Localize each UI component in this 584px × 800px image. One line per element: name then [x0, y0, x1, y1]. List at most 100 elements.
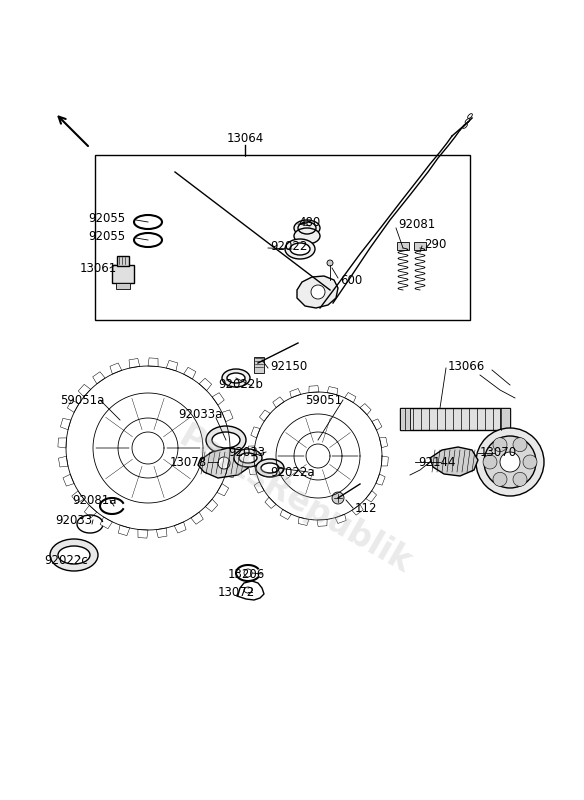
- Text: 92055: 92055: [88, 230, 125, 243]
- Polygon shape: [380, 438, 388, 448]
- Ellipse shape: [50, 539, 98, 571]
- Ellipse shape: [285, 239, 315, 259]
- Text: 480: 480: [298, 215, 320, 229]
- Polygon shape: [225, 466, 235, 478]
- Ellipse shape: [58, 546, 90, 564]
- Polygon shape: [58, 456, 68, 467]
- Circle shape: [513, 438, 527, 452]
- Text: 92022c: 92022c: [44, 554, 88, 566]
- Polygon shape: [58, 438, 67, 448]
- Text: 13206: 13206: [228, 567, 265, 581]
- Ellipse shape: [239, 453, 257, 463]
- Polygon shape: [222, 410, 233, 422]
- Polygon shape: [206, 499, 218, 512]
- Bar: [500, 408, 510, 430]
- Ellipse shape: [227, 373, 245, 383]
- Polygon shape: [198, 448, 250, 478]
- Text: 13070: 13070: [480, 446, 517, 459]
- Polygon shape: [166, 360, 178, 371]
- Bar: [117, 256, 129, 266]
- Circle shape: [218, 457, 230, 469]
- Circle shape: [493, 472, 507, 486]
- Polygon shape: [254, 482, 264, 493]
- Text: 92144: 92144: [418, 455, 456, 469]
- Polygon shape: [327, 386, 338, 395]
- Polygon shape: [138, 530, 148, 538]
- Polygon shape: [352, 504, 363, 515]
- Polygon shape: [63, 474, 74, 486]
- Polygon shape: [345, 393, 356, 402]
- Polygon shape: [317, 519, 327, 526]
- Bar: [414, 242, 426, 250]
- Circle shape: [523, 455, 537, 469]
- Polygon shape: [60, 418, 71, 430]
- Text: 59051: 59051: [305, 394, 342, 406]
- Polygon shape: [217, 483, 229, 496]
- Polygon shape: [376, 474, 385, 485]
- Polygon shape: [212, 393, 224, 405]
- Ellipse shape: [222, 369, 250, 387]
- Polygon shape: [430, 447, 478, 476]
- Circle shape: [484, 436, 536, 488]
- Polygon shape: [230, 448, 238, 458]
- Polygon shape: [100, 517, 113, 529]
- Circle shape: [493, 438, 507, 452]
- Polygon shape: [110, 363, 122, 374]
- Polygon shape: [199, 378, 211, 390]
- Polygon shape: [297, 276, 338, 308]
- Polygon shape: [381, 456, 388, 466]
- Polygon shape: [372, 419, 382, 430]
- Polygon shape: [228, 429, 238, 440]
- Polygon shape: [248, 464, 256, 474]
- Text: 92033a: 92033a: [178, 409, 223, 422]
- Polygon shape: [174, 522, 186, 533]
- Text: 92033: 92033: [228, 446, 265, 459]
- Bar: [254, 357, 264, 373]
- Polygon shape: [93, 372, 105, 384]
- Polygon shape: [335, 514, 346, 523]
- Text: 59051a: 59051a: [60, 394, 105, 406]
- Bar: [116, 283, 130, 289]
- Polygon shape: [280, 510, 291, 519]
- Polygon shape: [129, 358, 140, 368]
- Text: 92150: 92150: [270, 359, 307, 373]
- Ellipse shape: [244, 587, 252, 593]
- Circle shape: [476, 428, 544, 496]
- Text: 600: 600: [340, 274, 362, 286]
- Ellipse shape: [212, 432, 240, 448]
- Text: 92022a: 92022a: [270, 466, 315, 478]
- Text: 13066: 13066: [448, 359, 485, 373]
- Bar: [400, 408, 410, 430]
- Polygon shape: [366, 490, 377, 502]
- Text: 13064: 13064: [227, 131, 263, 145]
- Text: 92055: 92055: [88, 211, 125, 225]
- Polygon shape: [183, 367, 196, 379]
- Polygon shape: [259, 410, 270, 422]
- Polygon shape: [72, 491, 84, 503]
- Polygon shape: [290, 389, 301, 398]
- Circle shape: [327, 260, 333, 266]
- Ellipse shape: [256, 459, 284, 477]
- Text: 92022b: 92022b: [218, 378, 263, 391]
- Text: 92081: 92081: [398, 218, 435, 231]
- Polygon shape: [360, 403, 371, 414]
- Polygon shape: [298, 517, 309, 526]
- Polygon shape: [248, 446, 255, 456]
- Circle shape: [513, 472, 527, 486]
- Ellipse shape: [290, 243, 310, 255]
- Text: 92033: 92033: [55, 514, 92, 526]
- Text: 92081a: 92081a: [72, 494, 116, 506]
- Circle shape: [483, 455, 497, 469]
- Bar: [95, 155, 470, 320]
- Text: PartsRepublik: PartsRepublik: [173, 420, 417, 580]
- Circle shape: [332, 492, 344, 504]
- Polygon shape: [273, 397, 284, 408]
- Bar: [112, 265, 134, 283]
- Text: 290: 290: [424, 238, 446, 250]
- Polygon shape: [309, 386, 319, 393]
- Ellipse shape: [206, 426, 246, 454]
- Polygon shape: [119, 525, 130, 536]
- Text: 112: 112: [355, 502, 377, 514]
- Circle shape: [311, 285, 325, 299]
- Ellipse shape: [261, 463, 279, 473]
